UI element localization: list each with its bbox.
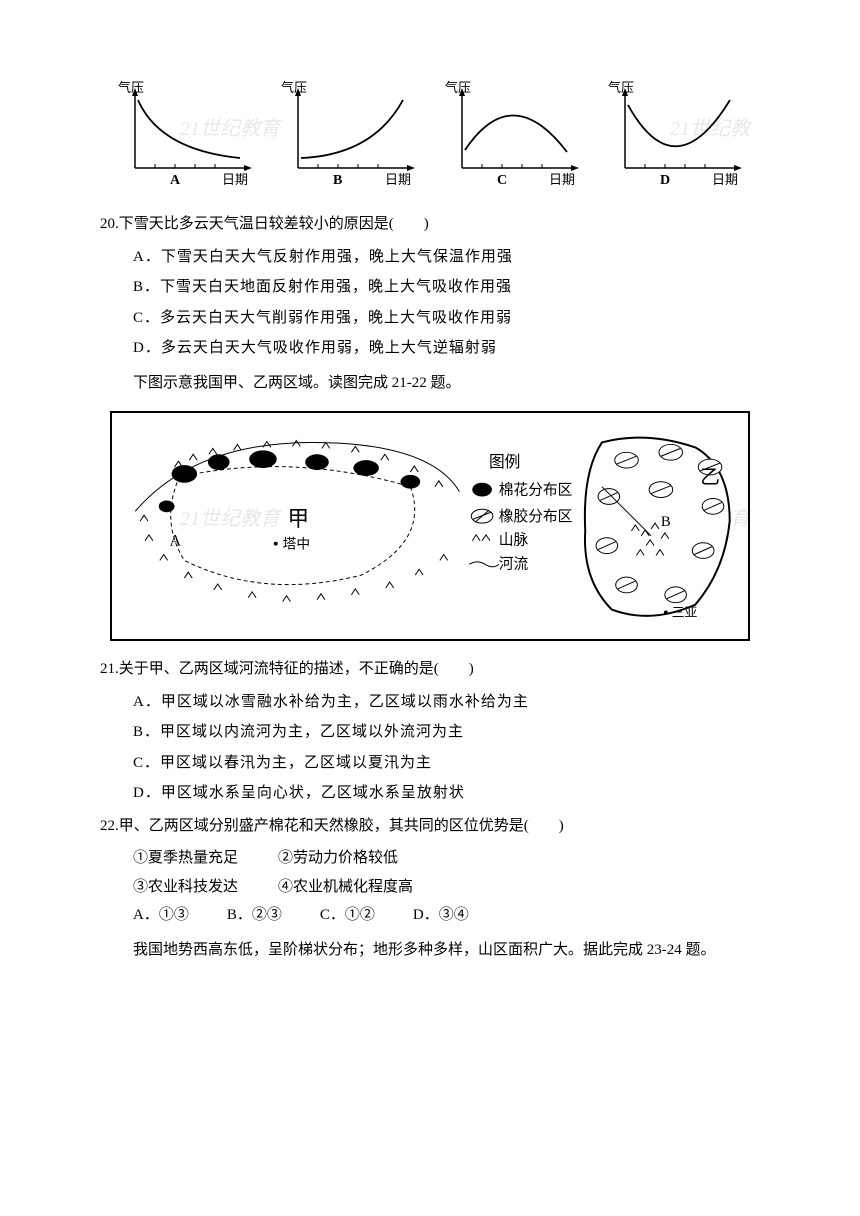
intro-21-22: 下图示意我国甲、乙两区域。读图完成 21-22 题。 [100, 369, 760, 398]
q21-stem: 21.关于甲、乙两区域河流特征的描述，不正确的是( ) [100, 655, 760, 684]
svg-text:气压: 气压 [281, 80, 307, 95]
q21-option-b: B．甲区域以内流河为主，乙区域以外流河为主 [100, 718, 760, 747]
q20-option-d: D．多云天白天大气吸收作用弱，晚上大气逆辐射弱 [100, 334, 760, 363]
chart-d: 气压 D 日期 [600, 80, 750, 190]
legend-rubber: 橡胶分布区 [499, 508, 573, 525]
chart-label-a: A [170, 173, 181, 188]
legend-river: 河流 [499, 555, 529, 572]
svg-text:日期: 日期 [712, 172, 738, 187]
q21-option-a: A．甲区域以冰雪融水补给为主，乙区域以雨水补给为主 [100, 688, 760, 717]
q22-option-a: A．①③ [133, 901, 189, 930]
svg-text:气压: 气压 [608, 80, 634, 95]
legend-cotton: 棉花分布区 [499, 482, 573, 499]
svg-text:日期: 日期 [385, 172, 411, 187]
chart-label-d: D [660, 173, 670, 188]
map-label-yi: 乙 [700, 467, 720, 489]
chart-xlabel: 日期 [222, 172, 248, 187]
q22-option-d: D．③④ [413, 901, 469, 930]
svg-text:日期: 日期 [549, 172, 575, 187]
map-label-a: A [170, 533, 182, 550]
q20-stem: 20.下雪天比多云天气温日较差较小的原因是( ) [100, 210, 760, 239]
map-label-sanya: 三亚 [672, 605, 698, 619]
q22-stem: 22.甲、乙两区域分别盛产棉花和天然橡胶，其共同的区位优势是( ) [100, 812, 760, 841]
q21-option-d: D．甲区域水系呈向心状，乙区域水系呈放射状 [100, 779, 760, 808]
chart-b: 气压 B 日期 [273, 80, 423, 190]
q20-option-b: B．下雪天白天地面反射作用强，晚上大气吸收作用强 [100, 273, 760, 302]
chart-a: 气压 A 日期 [110, 80, 260, 190]
chart-ylabel: 气压 [118, 80, 144, 95]
q22-option-c: C．①② [320, 901, 375, 930]
q22-combo-4: ④农业机械化程度高 [278, 873, 413, 902]
chart-label-c: C [497, 173, 507, 188]
q20-option-a: A．下雪天白天大气反射作用强，晚上大气保温作用强 [100, 243, 760, 272]
intro-23-24: 我国地势西高东低，呈阶梯状分布；地形多种多样，山区面积广大。据此完成 23-24… [100, 936, 760, 965]
pressure-charts-row: 气压 A 日期 气压 B 日期 气压 [100, 80, 760, 190]
q21-option-c: C．甲区域以春汛为主，乙区域以夏汛为主 [100, 749, 760, 778]
legend-mountain: 山脉 [499, 532, 529, 549]
chart-c: 气压 C 日期 [437, 80, 587, 190]
q22-option-b: B．②③ [227, 901, 282, 930]
q20-option-c: C．多云天白天大气削弱作用强，晚上大气吸收作用弱 [100, 304, 760, 333]
chart-label-b: B [333, 173, 342, 188]
region-map: A 甲 塔中 图例 棉花分布区 橡胶分布区 山脉 河流 [110, 411, 750, 641]
q22-combo-1: ①夏季热量充足 [133, 844, 238, 873]
q22-combo-3: ③农业科技发达 [133, 873, 238, 902]
map-label-b: B [661, 514, 671, 530]
map-label-jia: 甲 [288, 507, 310, 531]
svg-text:气压: 气压 [445, 80, 471, 95]
q22-combo-2: ②劳动力价格较低 [278, 844, 398, 873]
map-label-tazhong: 塔中 [283, 537, 311, 552]
legend-title: 图例 [489, 453, 520, 471]
